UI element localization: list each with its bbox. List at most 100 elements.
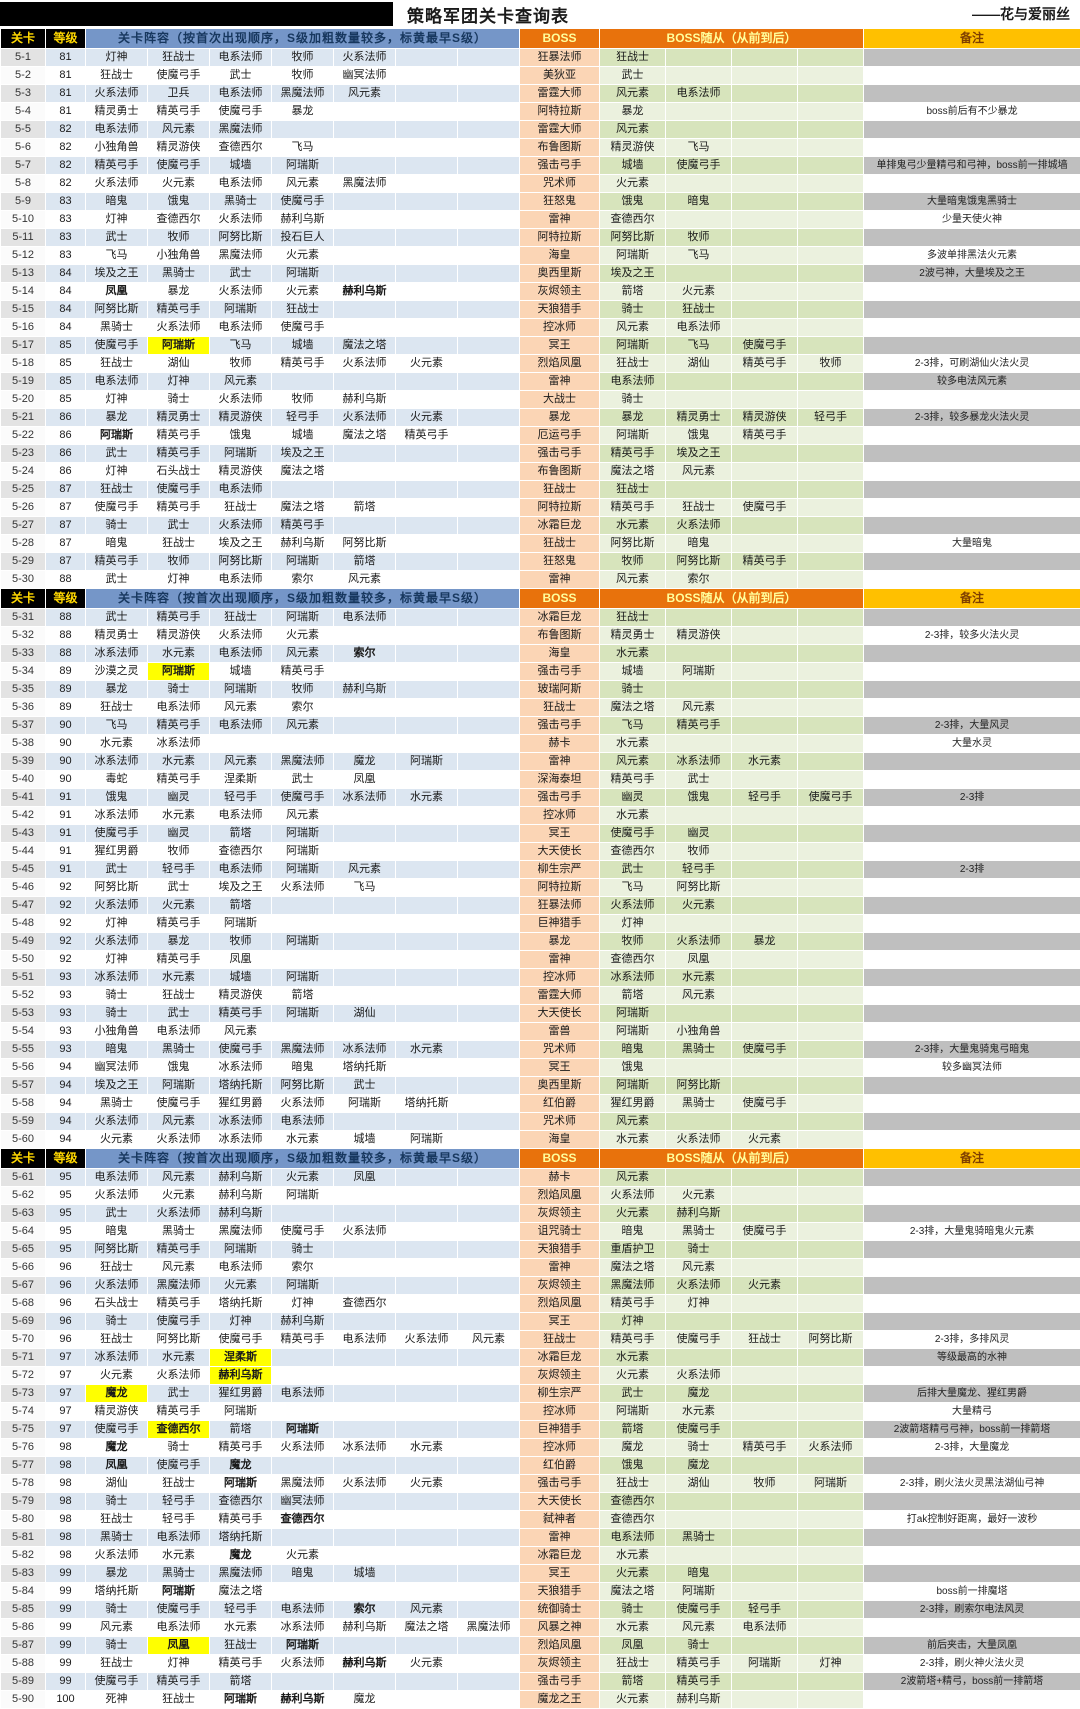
follower-cell	[798, 193, 864, 211]
lineup-cell: 索尔	[272, 699, 334, 717]
follower-cell: 湖仙	[666, 1475, 732, 1493]
lineup-cell: 灯神	[148, 1655, 210, 1673]
follower-cell	[798, 283, 864, 301]
grade-cell: 98	[46, 1457, 86, 1475]
note-cell: 2波箭塔精弓弓神，boss前一排箭塔	[864, 1421, 1080, 1439]
follower-cell: 查德西尔	[600, 1493, 666, 1511]
level-cell: 5-86	[1, 1619, 46, 1637]
note-cell	[864, 1005, 1080, 1023]
grade-cell: 86	[46, 427, 86, 445]
lineup-cell: 魔龙	[334, 1691, 396, 1709]
follower-cell: 武士	[600, 861, 666, 879]
lineup-cell: 轻弓手	[210, 789, 272, 807]
lineup-cell: 水元素	[86, 735, 148, 753]
follower-cell	[798, 843, 864, 861]
grade-cell: 81	[46, 103, 86, 121]
lineup-cell: 暗鬼	[86, 1041, 148, 1059]
follower-cell	[732, 1059, 798, 1077]
lineup-cell	[396, 717, 458, 735]
follower-cell: 饿鬼	[600, 193, 666, 211]
lineup-cell: 箭塔	[334, 553, 396, 571]
lineup-cell: 埃及之王	[86, 265, 148, 283]
follower-cell	[798, 933, 864, 951]
lineup-cell: 索尔	[334, 645, 396, 663]
grade-cell: 96	[46, 1259, 86, 1277]
follower-cell: 精英弓手	[600, 445, 666, 463]
lineup-cell	[396, 1367, 458, 1385]
lineup-cell: 湖仙	[334, 1005, 396, 1023]
follower-cell	[732, 735, 798, 753]
follower-cell	[798, 771, 864, 789]
lineup-cell	[396, 1187, 458, 1205]
lineup-cell: 阿瑞斯	[334, 1095, 396, 1113]
lineup-cell	[458, 121, 520, 139]
lineup-cell: 卫兵	[148, 85, 210, 103]
column-header-note: 备注	[864, 29, 1080, 49]
lineup-cell: 黑骑士	[210, 193, 272, 211]
note-cell	[864, 85, 1080, 103]
follower-cell	[798, 1583, 864, 1601]
grade-cell: 94	[46, 1059, 86, 1077]
lineup-cell: 赫利乌斯	[272, 211, 334, 229]
note-cell	[864, 121, 1080, 139]
follower-cell	[798, 337, 864, 355]
follower-cell: 骑士	[600, 1601, 666, 1619]
level-cell: 5-87	[1, 1637, 46, 1655]
lineup-cell	[458, 139, 520, 157]
follower-cell	[732, 265, 798, 283]
lineup-cell: 凤凰	[86, 1457, 148, 1475]
lineup-cell: 火系法师	[210, 517, 272, 535]
lineup-cell: 火元素	[86, 1367, 148, 1385]
lineup-cell: 精灵游侠	[86, 1403, 148, 1421]
lineup-cell: 冰系法师	[86, 969, 148, 987]
lineup-cell: 塔纳托斯	[86, 1583, 148, 1601]
follower-cell	[798, 1547, 864, 1565]
lineup-cell: 牧师	[272, 681, 334, 699]
level-cell: 5-49	[1, 933, 46, 951]
column-header-grade: 等级	[46, 589, 86, 609]
note-cell	[864, 139, 1080, 157]
follower-cell	[732, 969, 798, 987]
level-cell: 5-53	[1, 1005, 46, 1023]
lineup-cell: 黑魔法师	[334, 175, 396, 193]
follower-cell: 精英弓手	[732, 427, 798, 445]
follower-cell: 精英弓手	[666, 717, 732, 735]
follower-cell	[732, 663, 798, 681]
lineup-cell: 轻弓手	[272, 409, 334, 427]
lineup-cell: 阿努比斯	[148, 1331, 210, 1349]
follower-cell: 水元素	[600, 1131, 666, 1149]
lineup-cell: 阿瑞斯	[396, 753, 458, 771]
lineup-cell	[334, 103, 396, 121]
follower-cell	[732, 193, 798, 211]
level-cell: 5-2	[1, 67, 46, 85]
lineup-cell	[334, 897, 396, 915]
follower-cell	[732, 1005, 798, 1023]
grade-cell: 87	[46, 499, 86, 517]
lineup-cell: 火元素	[148, 175, 210, 193]
boss-cell: 天狼猎手	[520, 1241, 600, 1259]
follower-cell: 使魔弓手	[732, 337, 798, 355]
lineup-cell	[396, 1349, 458, 1367]
level-cell: 5-37	[1, 717, 46, 735]
lineup-cell: 冰系法师	[334, 1439, 396, 1457]
follower-cell: 牧师	[600, 553, 666, 571]
lineup-cell: 火系法师	[334, 1223, 396, 1241]
column-header-followers: BOSS随从（从前到后）	[600, 29, 864, 49]
grade-cell: 88	[46, 645, 86, 663]
grade-cell: 92	[46, 915, 86, 933]
grade-cell: 95	[46, 1241, 86, 1259]
grade-cell: 97	[46, 1349, 86, 1367]
grade-cell: 98	[46, 1493, 86, 1511]
level-cell: 5-61	[1, 1169, 46, 1187]
lineup-cell: 武士	[86, 1205, 148, 1223]
follower-cell	[798, 1041, 864, 1059]
lineup-cell	[396, 1223, 458, 1241]
note-cell	[864, 1131, 1080, 1149]
